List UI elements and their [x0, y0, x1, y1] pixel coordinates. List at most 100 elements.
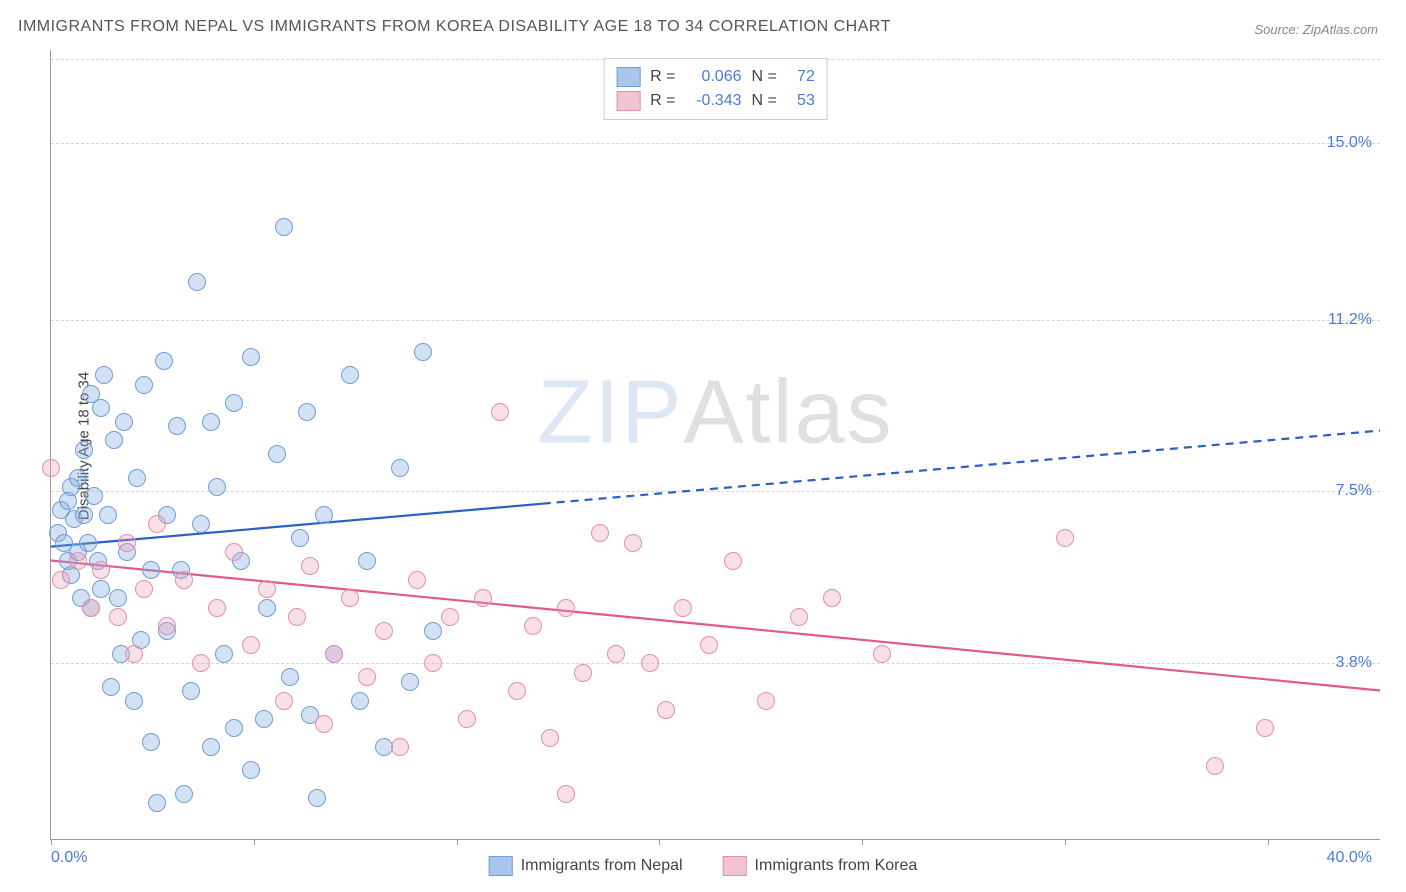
- scatter-point: [118, 534, 136, 552]
- scatter-point: [242, 636, 260, 654]
- scatter-point: [275, 692, 293, 710]
- scatter-point: [408, 571, 426, 589]
- legend-label-korea: Immigrants from Korea: [755, 857, 918, 875]
- scatter-point: [208, 478, 226, 496]
- watermark: ZIPAtlas: [537, 361, 893, 464]
- scatter-point: [75, 441, 93, 459]
- stat-n-val-0: 72: [787, 68, 815, 86]
- scatter-point: [168, 417, 186, 435]
- scatter-point: [255, 710, 273, 728]
- swatch-nepal: [616, 67, 640, 87]
- scatter-point: [115, 413, 133, 431]
- chart-plot-area: ZIPAtlas R = 0.066 N = 72 R = -0.343 N =…: [50, 50, 1380, 840]
- scatter-point: [92, 580, 110, 598]
- scatter-point: [391, 459, 409, 477]
- gridline: [51, 143, 1380, 144]
- stat-r-label-1: R =: [650, 92, 675, 110]
- scatter-point: [148, 794, 166, 812]
- scatter-point: [358, 668, 376, 686]
- y-tick-label: 15.0%: [1327, 134, 1372, 152]
- y-tick-label: 3.8%: [1336, 654, 1372, 672]
- x-tick-mark: [254, 839, 255, 845]
- scatter-point: [341, 589, 359, 607]
- x-tick-mark: [51, 839, 52, 845]
- scatter-point: [142, 561, 160, 579]
- scatter-point: [92, 561, 110, 579]
- scatter-point: [375, 738, 393, 756]
- scatter-point: [508, 682, 526, 700]
- scatter-point: [258, 599, 276, 617]
- scatter-point: [225, 719, 243, 737]
- scatter-point: [109, 608, 127, 626]
- scatter-point: [82, 599, 100, 617]
- stat-r-label-0: R =: [650, 68, 675, 86]
- scatter-point: [102, 678, 120, 696]
- scatter-point: [125, 645, 143, 663]
- scatter-point: [308, 789, 326, 807]
- scatter-point: [358, 552, 376, 570]
- scatter-point: [351, 692, 369, 710]
- scatter-point: [202, 738, 220, 756]
- stats-row-0: R = 0.066 N = 72: [616, 65, 815, 89]
- scatter-point: [674, 599, 692, 617]
- scatter-point: [215, 645, 233, 663]
- scatter-point: [99, 506, 117, 524]
- scatter-point: [135, 376, 153, 394]
- legend-item-korea: Immigrants from Korea: [723, 856, 918, 876]
- scatter-point: [125, 692, 143, 710]
- x-tick-mark: [659, 839, 660, 845]
- y-tick-label: 7.5%: [1336, 482, 1372, 500]
- scatter-point: [607, 645, 625, 663]
- scatter-point: [1256, 719, 1274, 737]
- scatter-point: [424, 622, 442, 640]
- scatter-point: [541, 729, 559, 747]
- scatter-point: [391, 738, 409, 756]
- scatter-point: [95, 366, 113, 384]
- x-tick-mark: [862, 839, 863, 845]
- scatter-point: [474, 589, 492, 607]
- scatter-point: [401, 673, 419, 691]
- scatter-point: [757, 692, 775, 710]
- scatter-point: [175, 571, 193, 589]
- scatter-point: [52, 571, 70, 589]
- stat-r-val-0: 0.066: [686, 68, 742, 86]
- scatter-point: [275, 218, 293, 236]
- scatter-point: [92, 399, 110, 417]
- scatter-point: [268, 445, 286, 463]
- stat-r-val-1: -0.343: [686, 92, 742, 110]
- trend-lines-svg: [51, 50, 1380, 839]
- scatter-point: [375, 622, 393, 640]
- scatter-point: [158, 617, 176, 635]
- x-tick-mark: [1065, 839, 1066, 845]
- scatter-point: [441, 608, 459, 626]
- x-axis-max-label: 40.0%: [1327, 849, 1372, 867]
- stats-row-1: R = -0.343 N = 53: [616, 89, 815, 113]
- gridline: [51, 320, 1380, 321]
- scatter-point: [85, 487, 103, 505]
- scatter-point: [790, 608, 808, 626]
- scatter-point: [225, 543, 243, 561]
- x-tick-mark: [457, 839, 458, 845]
- stat-n-label-1: N =: [752, 92, 777, 110]
- scatter-point: [414, 343, 432, 361]
- scatter-point: [624, 534, 642, 552]
- gridline: [51, 663, 1380, 664]
- x-axis-min-label: 0.0%: [51, 849, 87, 867]
- scatter-point: [142, 733, 160, 751]
- scatter-point: [202, 413, 220, 431]
- scatter-point: [281, 668, 299, 686]
- scatter-point: [724, 552, 742, 570]
- scatter-point: [79, 534, 97, 552]
- scatter-point: [301, 557, 319, 575]
- scatter-point: [208, 599, 226, 617]
- source-label: Source: ZipAtlas.com: [1254, 22, 1378, 37]
- bottom-legend: Immigrants from Nepal Immigrants from Ko…: [489, 856, 918, 876]
- legend-item-nepal: Immigrants from Nepal: [489, 856, 683, 876]
- scatter-point: [491, 403, 509, 421]
- scatter-point: [1206, 757, 1224, 775]
- scatter-point: [188, 273, 206, 291]
- scatter-point: [700, 636, 718, 654]
- scatter-point: [315, 506, 333, 524]
- scatter-point: [641, 654, 659, 672]
- scatter-point: [182, 682, 200, 700]
